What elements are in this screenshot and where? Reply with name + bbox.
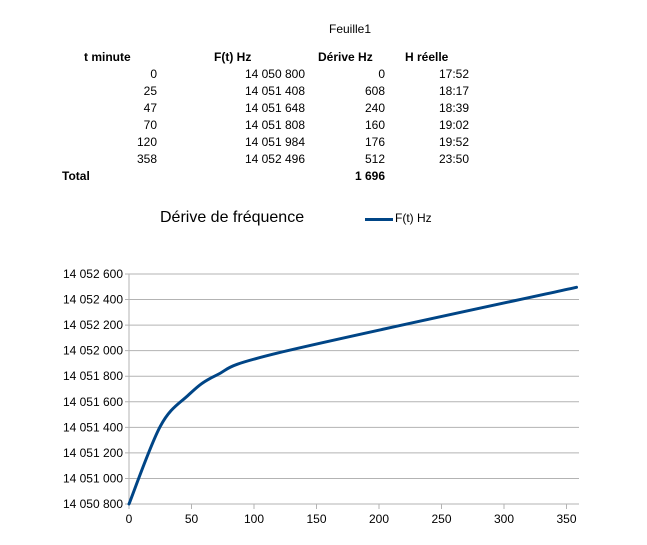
cell-t-minute: 0 — [150, 67, 157, 81]
cell-frequency: 14 052 496 — [244, 152, 305, 166]
header-t-minute: t minute — [84, 50, 131, 64]
cell-frequency: 14 051 648 — [244, 101, 305, 115]
y-tick-label: 14 050 800 — [63, 497, 123, 511]
x-tick-label: 250 — [431, 512, 451, 526]
total-value: 1 696 — [354, 169, 385, 183]
cell-t-minute: 47 — [143, 101, 157, 115]
chart-title: Dérive de fréquence — [160, 209, 305, 226]
x-tick-label: 100 — [244, 512, 264, 526]
cell-t-minute: 25 — [143, 84, 157, 98]
y-tick-label: 14 052 000 — [63, 344, 123, 358]
cell-frequency: 14 051 808 — [244, 118, 305, 132]
total-label: Total — [62, 169, 90, 183]
cell-h-reelle: 18:17 — [438, 84, 469, 98]
header-frequency: F(t) Hz — [214, 50, 252, 64]
x-tick-label: 300 — [494, 512, 514, 526]
y-tick-label: 14 051 800 — [63, 369, 123, 383]
legend-label: F(t) Hz — [395, 211, 432, 225]
y-tick-label: 14 052 200 — [63, 318, 123, 332]
header-derive: Dérive Hz — [318, 50, 373, 64]
y-tick-label: 14 052 400 — [63, 293, 123, 307]
cell-derive: 0 — [378, 67, 385, 81]
cell-h-reelle: 19:02 — [438, 118, 469, 132]
y-tick-label: 14 051 200 — [63, 446, 123, 460]
x-tick-label: 200 — [369, 512, 389, 526]
x-tick-label: 50 — [185, 512, 199, 526]
x-tick-label: 350 — [556, 512, 576, 526]
x-tick-label: 150 — [306, 512, 326, 526]
x-tick-label: 0 — [126, 512, 133, 526]
y-tick-label: 14 051 600 — [63, 395, 123, 409]
cell-h-reelle: 18:39 — [438, 101, 469, 115]
cell-derive: 160 — [364, 118, 385, 132]
cell-t-minute: 70 — [143, 118, 157, 132]
y-tick-label: 14 051 000 — [63, 471, 123, 485]
header-h-reelle: H réelle — [405, 50, 449, 64]
cell-derive: 608 — [364, 84, 385, 98]
cell-derive: 240 — [364, 101, 385, 115]
series-line — [127, 285, 578, 506]
y-tick-label: 14 052 600 — [63, 267, 123, 281]
legend-swatch — [365, 218, 393, 221]
cell-h-reelle: 17:52 — [438, 67, 469, 81]
cell-frequency: 14 051 408 — [244, 84, 305, 98]
cell-frequency: 14 051 984 — [244, 135, 305, 149]
y-tick-label: 14 051 400 — [63, 420, 123, 434]
cell-derive: 512 — [364, 152, 385, 166]
sheet-title: Feuille1 — [328, 22, 372, 36]
cell-t-minute: 120 — [136, 135, 157, 149]
cell-frequency: 14 050 800 — [244, 67, 305, 81]
cell-derive: 176 — [364, 135, 385, 149]
cell-h-reelle: 19:52 — [438, 135, 469, 149]
cell-h-reelle: 23:50 — [438, 152, 469, 166]
cell-t-minute: 358 — [136, 152, 157, 166]
